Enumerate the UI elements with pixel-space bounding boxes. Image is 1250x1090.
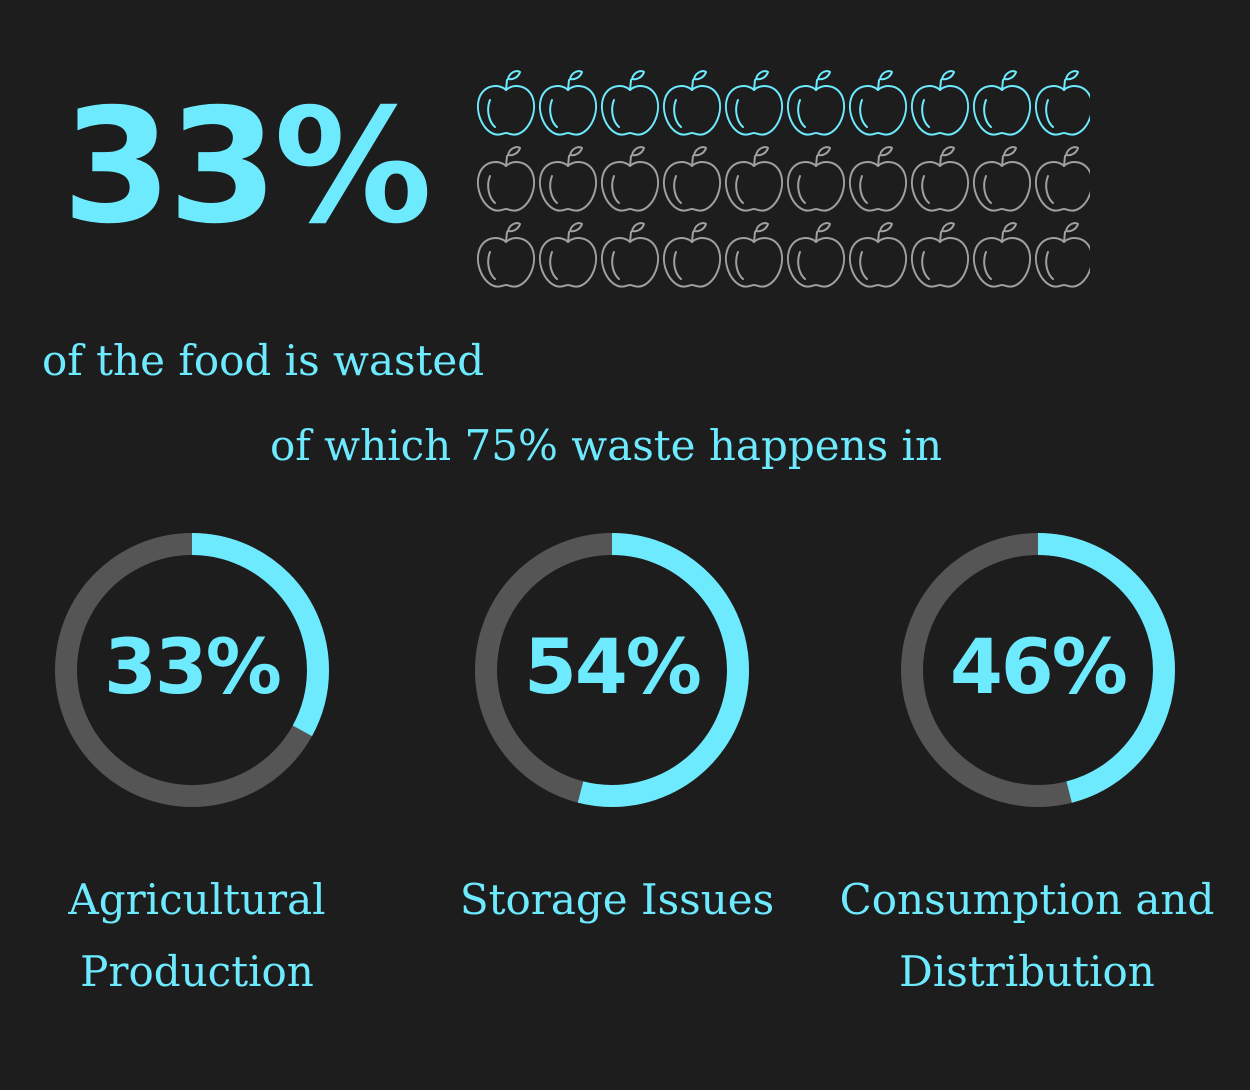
headline-percent: 33% [62, 75, 432, 259]
donut-agricultural-production: 33% [55, 533, 329, 807]
apple-pictogram [476, 70, 1090, 288]
apple-icon [786, 146, 846, 212]
donut-consumption-distribution: 46% [901, 533, 1175, 807]
donut-value-arc [55, 533, 329, 807]
donut-label-line: Distribution [899, 947, 1155, 996]
apple-icon [662, 146, 722, 212]
apple-icon [786, 222, 846, 288]
headline-caption: of the food is wasted [42, 336, 485, 385]
donut-label-line: Consumption and [839, 875, 1215, 924]
apple-icon [972, 146, 1032, 212]
apple-icon [910, 70, 970, 136]
donut-label-line: Storage Issues [459, 875, 775, 924]
apple-icon [724, 70, 784, 136]
donut-label-line: Production [80, 947, 314, 996]
apple-icon [972, 222, 1032, 288]
donut-value-label: 33% [104, 622, 280, 711]
donut-value-label: 46% [950, 622, 1126, 711]
donut-label-storage-issues: Storage Issues [417, 864, 817, 936]
apple-icon [1034, 146, 1090, 212]
apple-icon [476, 146, 536, 212]
apple-icon [1034, 222, 1090, 288]
apple-icon [476, 222, 536, 288]
apple-icon [724, 146, 784, 212]
apple-icon [1034, 70, 1090, 136]
donut-storage-issues: 54% [475, 533, 749, 807]
apple-icon [476, 70, 536, 136]
apple-icon [600, 146, 660, 212]
apple-icon [724, 222, 784, 288]
apple-icon [538, 70, 598, 136]
apple-icon [662, 222, 722, 288]
apple-icon [910, 222, 970, 288]
donut-value-arc [475, 533, 749, 807]
apple-icon [538, 146, 598, 212]
apple-icon [538, 222, 598, 288]
donut-value-arc [901, 533, 1175, 807]
apple-icon [786, 70, 846, 136]
donut-label-line: Agricultural [68, 875, 326, 924]
apple-icon [972, 70, 1032, 136]
apple-icon [662, 70, 722, 136]
apple-icon [848, 146, 908, 212]
apple-icon [910, 146, 970, 212]
breakdown-caption: of which 75% waste happens in [270, 421, 943, 470]
apple-icon [848, 70, 908, 136]
donut-value-label: 54% [524, 622, 700, 711]
donut-label-agricultural-production: Agricultural Production [0, 864, 397, 1008]
apple-icon [848, 222, 908, 288]
apple-icon [600, 222, 660, 288]
apple-icon [600, 70, 660, 136]
donut-label-consumption-distribution: Consumption and Distribution [827, 864, 1227, 1008]
